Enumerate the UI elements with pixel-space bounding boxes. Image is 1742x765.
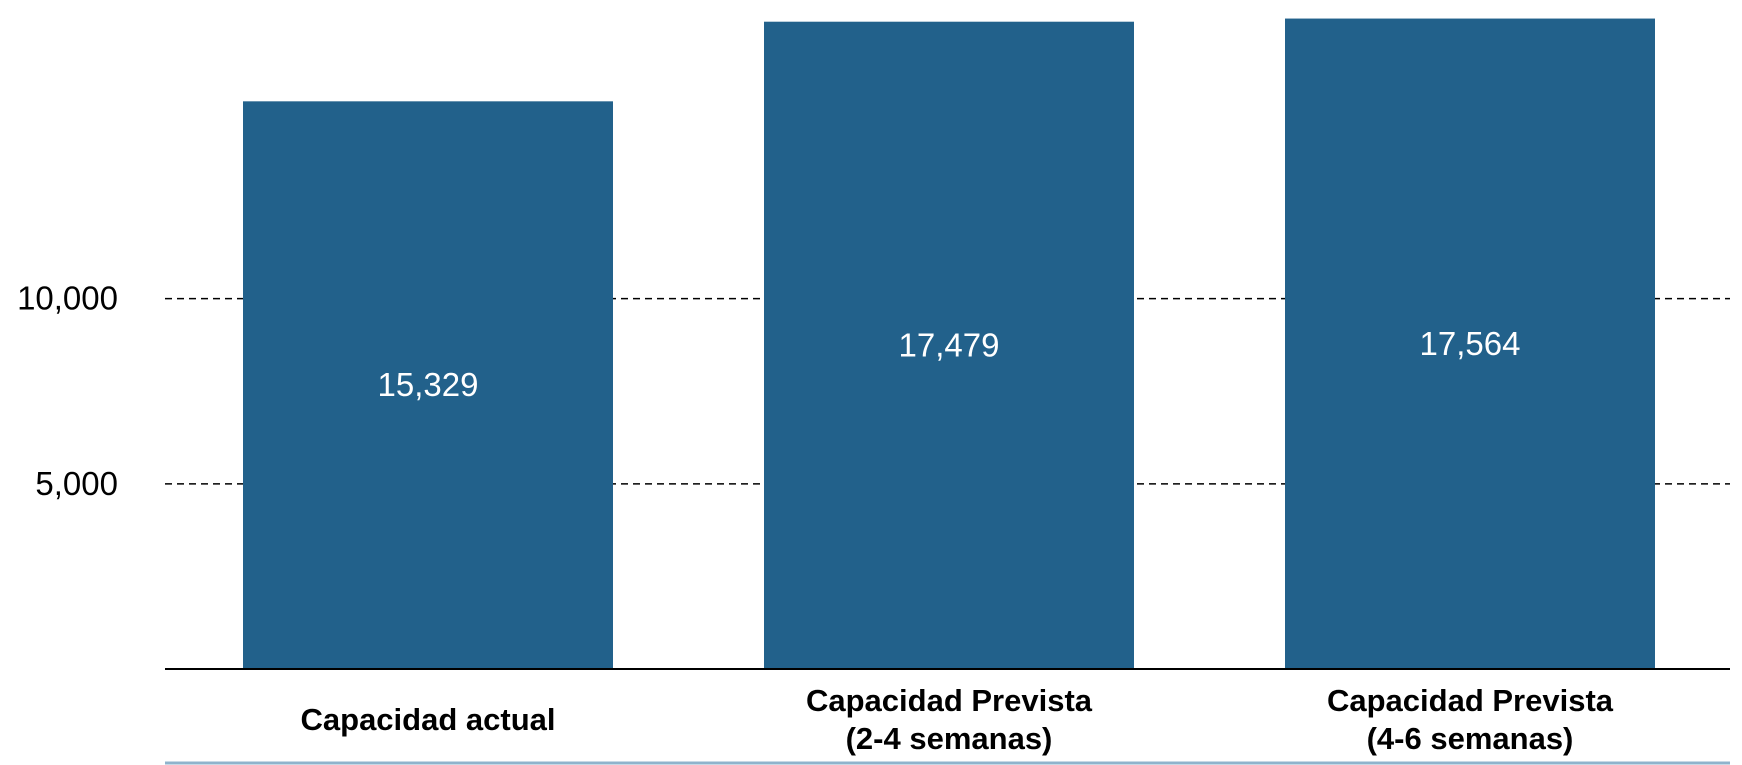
bar-2 (1285, 18, 1655, 669)
x-category-label: Capacidad Prevista (806, 683, 1093, 718)
x-category-label: Capacidad actual (301, 702, 556, 737)
x-category-label: Capacidad Prevista (1327, 683, 1614, 718)
labels: 5,000 10,000 15,329 Capacidad actual 17,479 C… (17, 280, 1614, 756)
y-tick-label: 10,000 (17, 280, 118, 317)
bar-value-label: 15,329 (378, 366, 479, 403)
bar-value-label: 17,564 (1420, 325, 1521, 362)
bar-1 (764, 21, 1134, 670)
bar-value-label: 17,479 (899, 326, 1000, 363)
x-category-label: (2-4 semanas) (846, 721, 1053, 756)
bars (243, 18, 1655, 670)
bar-0 (243, 101, 613, 670)
x-category-label: (4-6 semanas) (1367, 721, 1574, 756)
y-tick-label: 5,000 (35, 465, 118, 502)
